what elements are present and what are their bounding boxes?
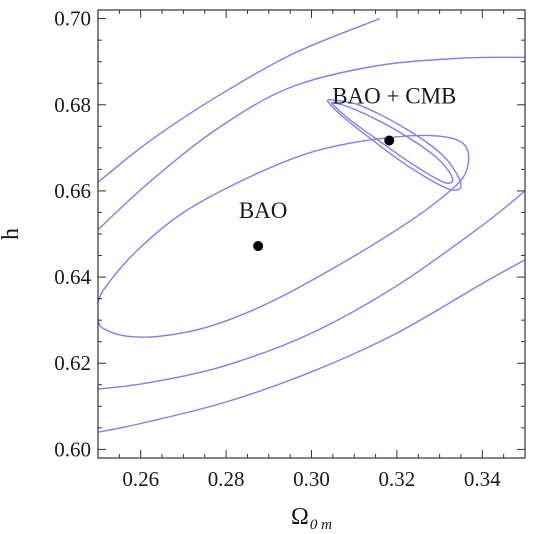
y-tick-label: 0.62 — [54, 351, 91, 375]
contour-bao-2 — [98, 56, 525, 231]
contour-bao-cmb-5 — [330, 101, 454, 184]
y-tick-label: 0.68 — [54, 93, 91, 117]
x-axis-title: Ω0 m — [291, 504, 332, 533]
contour-layer — [98, 17, 525, 433]
contour-bao-cmb-6 — [326, 98, 462, 191]
contour-bao-3 — [98, 259, 525, 433]
x-axis-title-subscript: 0 m — [310, 517, 332, 533]
x-tick-label: 0.28 — [208, 467, 245, 491]
contour-bao-1 — [98, 190, 525, 390]
annotation-bao: BAO — [239, 198, 288, 223]
plot-frame — [97, 9, 526, 459]
contour-bao-4 — [98, 17, 381, 183]
x-axis-title-main: Ω — [291, 504, 309, 530]
y-tick-label: 0.60 — [54, 437, 91, 461]
point-layer: BAO BAO + CMB — [239, 84, 456, 252]
contour-bao-0 — [98, 134, 470, 338]
tick-layer: 0.26 0.28 0.30 0.32 0.34 0.60 0.62 0.64 0.66 0.68… — [54, 7, 526, 491]
point-bao — [253, 241, 264, 252]
x-tick-label: 0.26 — [122, 467, 159, 491]
y-tick-label: 0.66 — [54, 179, 91, 203]
x-tick-label: 0.34 — [464, 467, 501, 491]
point-bao-cmb — [384, 135, 395, 146]
y-tick-label: 0.64 — [54, 265, 91, 289]
x-tick-label: 0.30 — [293, 467, 330, 491]
y-tick-label: 0.70 — [54, 7, 91, 31]
annotation-bao-cmb: BAO + CMB — [332, 84, 456, 109]
y-axis-title: h — [0, 228, 24, 240]
x-tick-label: 0.32 — [379, 467, 416, 491]
